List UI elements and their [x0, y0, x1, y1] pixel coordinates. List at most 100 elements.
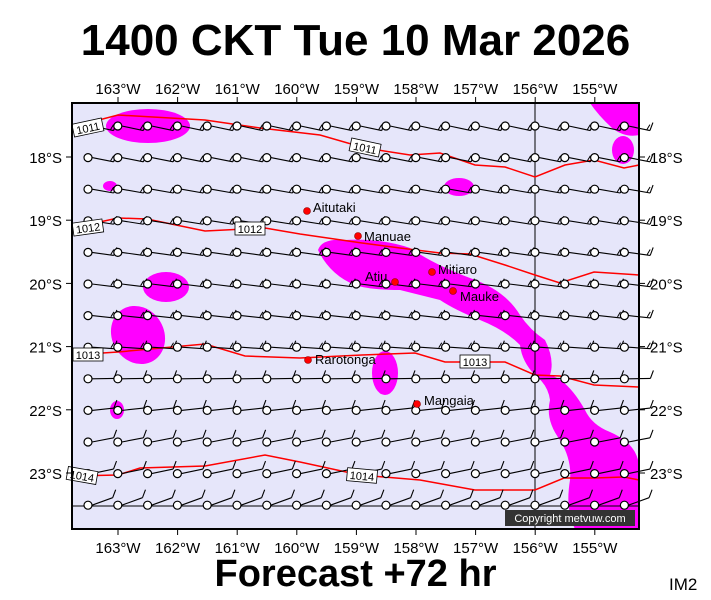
wind-barb: [83, 489, 117, 510]
isobar-label-text: 1014: [69, 469, 95, 485]
station-circle: [321, 437, 331, 447]
station-circle: [292, 121, 302, 131]
station-circle: [292, 153, 302, 163]
station-circle: [143, 374, 153, 384]
station-circle: [500, 405, 510, 415]
wind-barb: [530, 184, 565, 194]
wind-barb: [619, 121, 654, 132]
lon-label-bottom: 163°W: [95, 540, 141, 557]
wind-barb: [292, 399, 326, 415]
station-circle: [619, 374, 630, 384]
station-circle: [113, 405, 123, 415]
wind-barb: [619, 153, 654, 163]
wind-barb: [441, 399, 475, 415]
station-circle: [470, 405, 480, 415]
latitude-labels: 18°S 18°S 19°S 19°S 20°S 20°S 21°S 21°S 22°S 22°S…: [29, 150, 682, 483]
wind-barb: [262, 489, 295, 510]
wind-barb: [560, 309, 595, 321]
station-circle: [232, 153, 242, 163]
lat-label-left: 21°S: [29, 340, 62, 357]
lon-label-top: 158°W: [393, 81, 439, 98]
isobar-label-text: 1012: [75, 221, 101, 236]
wind-barb: [530, 429, 565, 447]
lat-label-right: 21°S: [650, 340, 683, 357]
wind-barb: [143, 460, 177, 479]
station-circle: [530, 279, 540, 289]
station-circle: [321, 374, 331, 384]
station-circle: [619, 279, 630, 289]
wind-barb: [530, 153, 565, 163]
station-circle: [351, 405, 361, 415]
wind-barb: [500, 309, 535, 321]
station-circle: [321, 153, 331, 163]
wind-barb: [500, 429, 535, 447]
wind-barb: [321, 429, 356, 447]
station-circle: [202, 311, 212, 321]
station-circle: [113, 437, 123, 447]
station-circle: [262, 437, 272, 447]
longitude-labels: 163°W 163°W 162°W 162°W 161°W 161°W 160°W 160°W…: [95, 81, 618, 557]
station-circle: [381, 279, 391, 289]
wind-barb: [411, 370, 446, 384]
wind-barb: [351, 489, 385, 510]
isobar-label-text: 1011: [75, 121, 101, 138]
island-mitiaro: Mitiaro: [428, 262, 477, 277]
wind-barb: [113, 121, 147, 132]
station-circle: [202, 374, 212, 384]
station-circle: [262, 184, 272, 194]
wind-barb: [411, 489, 444, 510]
station-circle: [589, 405, 600, 415]
wind-barb: [411, 399, 446, 415]
station-circle: [172, 311, 182, 321]
lon-label-bottom: 160°W: [274, 540, 320, 557]
station-circle: [113, 121, 123, 131]
station-circle: [262, 374, 272, 384]
wind-barb: [589, 153, 624, 163]
wind-barb: [172, 429, 207, 447]
station-circle: [113, 311, 123, 321]
isobar-label-text: 1011: [352, 141, 378, 158]
station-circle: [619, 247, 630, 257]
station-circle: [143, 121, 153, 131]
island-label: Mauke: [460, 289, 499, 304]
station-circle: [262, 153, 272, 163]
station-circle: [500, 374, 510, 384]
wind-barb: [470, 429, 505, 447]
station-circle: [500, 121, 510, 131]
station-circle: [202, 405, 212, 415]
lon-label-top: 156°W: [513, 81, 559, 98]
station-circle: [411, 374, 421, 384]
wind-barb: [530, 460, 565, 479]
map-title: 1400 CKT Tue 10 Mar 2026: [80, 16, 631, 65]
wind-barb: [589, 278, 624, 289]
station-circle: [113, 374, 123, 384]
station-circle: [113, 500, 123, 510]
island-label: Rarotonga: [315, 352, 376, 367]
wind-barb: [381, 429, 416, 447]
lon-label-bottom: 157°W: [453, 540, 499, 557]
station-circle: [470, 437, 480, 447]
station-circle: [500, 184, 510, 194]
station-circle: [530, 216, 540, 226]
station-circle: [530, 437, 540, 447]
station-circle: [321, 405, 331, 415]
station-circle: [83, 374, 93, 384]
island-label: Mangaia: [424, 393, 475, 408]
isobar-label-text: 1013: [463, 357, 487, 369]
station-circle: [381, 437, 391, 447]
wind-barb: [530, 399, 565, 415]
station-circle: [321, 500, 331, 510]
station-circle: [411, 500, 421, 510]
station-circle: [113, 342, 123, 352]
lat-label-left: 18°S: [29, 150, 62, 167]
station-circle: [619, 153, 630, 163]
lon-label-bottom: 158°W: [393, 540, 439, 557]
isobar-label: 1014: [65, 466, 99, 485]
lat-label-left: 23°S: [29, 466, 62, 483]
wind-barb: [470, 121, 505, 132]
wind-barb: [172, 399, 207, 415]
isobar-label: 1013: [72, 347, 104, 362]
isobar-label: 1014: [346, 467, 378, 484]
lon-label-bottom: 155°W: [572, 540, 618, 557]
wind-barb: [232, 429, 267, 447]
